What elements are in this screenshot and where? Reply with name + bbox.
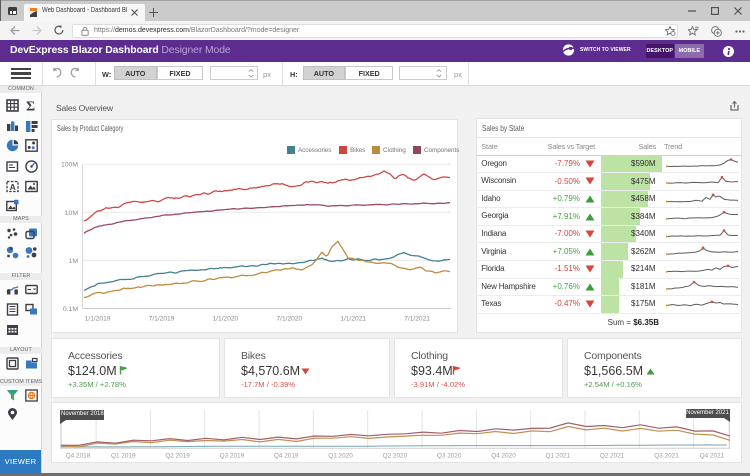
svg-text:10M: 10M <box>65 210 79 217</box>
svg-text:100M: 100M <box>61 162 78 169</box>
svg-text:1/1/2019: 1/1/2019 <box>85 316 111 323</box>
svg-text:A: A <box>9 181 15 191</box>
svg-text:Q1 2019: Q1 2019 <box>111 452 136 459</box>
svg-text:Q4 2018: Q4 2018 <box>66 452 91 459</box>
svg-text:Q2 2021: Q2 2021 <box>600 452 625 459</box>
svg-text:7/1/2021: 7/1/2021 <box>404 316 430 323</box>
svg-text:Q3 2021: Q3 2021 <box>654 452 679 459</box>
svg-text:Σ: Σ <box>26 99 35 112</box>
svg-text:Q3 2020: Q3 2020 <box>437 452 462 459</box>
svg-text:Q2 2019: Q2 2019 <box>165 452 190 459</box>
svg-text:1/1/2021: 1/1/2021 <box>340 316 366 323</box>
svg-text:Q4 2021: Q4 2021 <box>700 452 725 459</box>
svg-text:0.1M: 0.1M <box>63 306 78 313</box>
svg-text:1/1/2020: 1/1/2020 <box>213 316 239 323</box>
svg-text:Q4 2019: Q4 2019 <box>274 452 299 459</box>
svg-text:7/1/2019: 7/1/2019 <box>149 316 175 323</box>
svg-text:Q4 2020: Q4 2020 <box>491 452 516 459</box>
svg-text:1M: 1M <box>69 258 79 265</box>
svg-text:Q1 2020: Q1 2020 <box>328 452 353 459</box>
svg-text:Q2 2020: Q2 2020 <box>383 452 408 459</box>
svg-text:7/1/2020: 7/1/2020 <box>276 316 302 323</box>
svg-text:Q3 2019: Q3 2019 <box>220 452 245 459</box>
svg-text:Q1 2021: Q1 2021 <box>546 452 571 459</box>
